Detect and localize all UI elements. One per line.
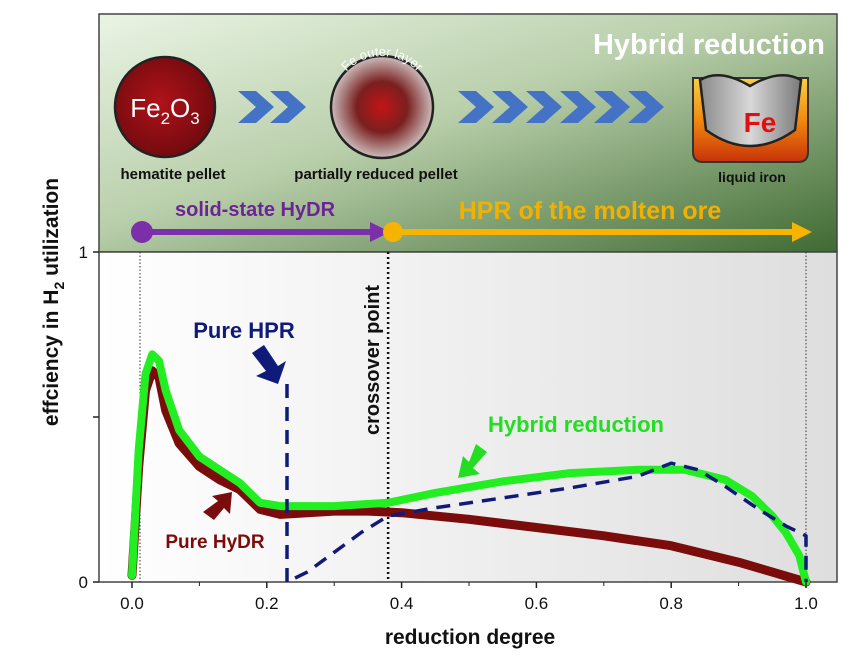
chevron-icon <box>526 91 562 123</box>
series-line-pure-hydr <box>127 366 811 587</box>
hematite-pellet-icon <box>113 55 217 159</box>
banner-title: Hybrid reduction <box>593 29 825 61</box>
solid-state-start-dot <box>131 221 153 243</box>
pure-hydr-pointer-icon <box>203 492 232 520</box>
x-tick-label: 1.0 <box>794 594 818 613</box>
series-line-hybrid-reduction <box>128 350 810 586</box>
hematite-caption: hematite pellet <box>120 166 225 183</box>
x-tick-label: 0.4 <box>390 594 414 613</box>
plot-area: crossover point 0.0 0.2 0.4 0.6 0.8 1.0 0 1 Pur… <box>79 243 838 613</box>
x-tick-label: 0.8 <box>659 594 683 613</box>
chevron-icon <box>270 91 306 123</box>
crucible-bowl-icon <box>698 73 803 148</box>
series-line-pure-hpr <box>285 384 808 584</box>
hpr-stage-label: HPR of the molten ore <box>459 197 722 225</box>
chevron-icon <box>628 91 664 123</box>
pure-hydr-label: Pure HyDR <box>165 532 265 553</box>
pure-hpr-pointer-icon <box>252 345 286 384</box>
pure-hydr-annotation: Pure HyDR <box>165 492 265 553</box>
x-axis-label: reduction degree <box>385 626 555 649</box>
hpr-arrowhead-icon <box>792 222 812 242</box>
chevron-icon <box>238 91 274 123</box>
liquid-iron: Fe liquid iron <box>692 73 809 185</box>
pure-hpr-label: Pure HPR <box>193 318 295 343</box>
chevron-icon <box>560 91 596 123</box>
y-tick-label: 1 <box>79 243 88 262</box>
x-tick-label: 0.2 <box>255 594 279 613</box>
molten-iron-symbol: Fe <box>744 107 777 138</box>
y-tick-label: 0 <box>79 573 88 592</box>
hybrid-annotation: Hybrid reduction <box>458 412 664 478</box>
series-layer <box>127 350 811 587</box>
chevron-icon <box>594 91 630 123</box>
hematite-formula: Fe2O3 <box>130 93 200 128</box>
liquid-iron-caption: liquid iron <box>718 169 786 185</box>
partially-reduced-pellet-icon <box>329 54 435 160</box>
hematite-pellet: Fe2O3 hematite pellet <box>113 55 226 183</box>
crossover-label: crossover point <box>362 285 384 435</box>
hybrid-reduction-label: Hybrid reduction <box>488 412 664 437</box>
partial-pellet-caption: partially reduced pellet <box>294 166 457 183</box>
process-banner: Hybrid reduction Fe2O3 hematite pellet F… <box>98 13 838 253</box>
chevron-icon <box>458 91 494 123</box>
hybrid-pointer-icon <box>458 444 487 478</box>
chevron-icon <box>492 91 528 123</box>
x-tick-label: 0.0 <box>120 594 144 613</box>
chevron-arrows-1 <box>238 91 306 123</box>
pure-hpr-annotation: Pure HPR <box>193 318 295 384</box>
chevron-arrows-2 <box>458 91 664 123</box>
x-tick-label: 0.6 <box>525 594 549 613</box>
stage-arrows: solid-state HyDR HPR of the molten ore <box>131 197 812 243</box>
y-axis-label: effciency in H2 utilization <box>40 178 67 426</box>
plot-background <box>98 251 838 583</box>
axis-layer: 0.0 0.2 0.4 0.6 0.8 1.0 0 1 <box>79 243 818 613</box>
solid-state-arrowhead-icon <box>370 222 390 242</box>
solid-state-label: solid-state HyDR <box>175 199 336 221</box>
